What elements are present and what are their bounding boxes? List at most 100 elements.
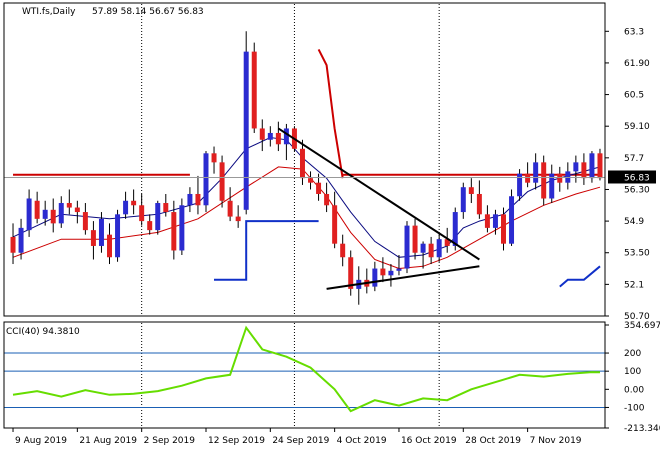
- candle-bear: [82, 212, 88, 231]
- candle-bull: [123, 200, 129, 215]
- candle-bear: [259, 128, 265, 140]
- cci-axis-label: -213.340: [624, 424, 660, 434]
- candle-bear: [476, 193, 482, 215]
- price-axis-label: 59.10: [624, 122, 650, 132]
- candle-bear: [501, 214, 506, 244]
- candle-bear: [66, 203, 72, 208]
- price-axis-label: 54.9: [624, 217, 644, 227]
- candle-bull: [509, 196, 515, 244]
- date-axis-label: 28 Oct 2019: [465, 436, 521, 446]
- candle-bear: [163, 203, 169, 213]
- candle-bear: [468, 187, 474, 194]
- cci-axis-label: 200: [624, 349, 641, 359]
- candle-bear: [348, 257, 354, 289]
- candle-bull: [179, 205, 185, 251]
- price-axis-label: 53.50: [624, 249, 650, 259]
- candle-bear: [380, 268, 386, 276]
- cci-axis-label: 354.6973: [624, 321, 660, 331]
- price-panel-frame: [3, 2, 606, 317]
- candle-bull: [243, 51, 249, 210]
- price-axis-label: 56.30: [624, 185, 650, 195]
- candle-bull: [533, 162, 539, 183]
- candle-bear: [484, 214, 490, 228]
- candle-bull: [115, 214, 121, 258]
- date-axis-label: 24 Sep 2019: [272, 436, 329, 446]
- price-axis-label: 63.3: [624, 27, 644, 37]
- candle-bull: [452, 212, 458, 246]
- chart-symbol-label: WTI.fs,Daily: [22, 7, 76, 17]
- candle-bear: [412, 225, 418, 253]
- candle-bull: [155, 203, 161, 231]
- candle-bear: [139, 205, 145, 222]
- date-axis-label: 4 Oct 2019: [337, 436, 387, 446]
- candle-bear: [275, 132, 281, 145]
- date-axis-label: 9 Aug 2019: [15, 436, 67, 446]
- candle-bull: [396, 268, 402, 271]
- candle-bear: [444, 239, 450, 246]
- triangle-trendline: [326, 265, 480, 290]
- candle-bull: [388, 270, 394, 276]
- date-axis-label: 16 Oct 2019: [401, 436, 457, 446]
- candle-bear: [211, 153, 217, 163]
- price-axis-label: 50.70: [624, 312, 650, 322]
- candle-bear: [428, 243, 434, 258]
- candle-bull: [187, 193, 193, 206]
- candle-bull: [372, 268, 378, 287]
- axes: 63.3 61.90 60.5 59.10 57.7 56.30 54.9 53.50 52.1…: [3, 2, 660, 446]
- cci-line: [12, 325, 601, 413]
- candle-bear: [10, 236, 16, 253]
- candle-bull: [203, 153, 209, 206]
- cci-axis-label: -100: [624, 403, 645, 413]
- candle-bear: [74, 207, 80, 213]
- candle-bull: [492, 214, 498, 228]
- cci-panel: [4, 323, 605, 428]
- candle-bear: [316, 182, 322, 194]
- candle-bull: [517, 173, 523, 197]
- price-axis-label: 61.90: [624, 59, 650, 69]
- last-price-tag: [608, 170, 656, 184]
- candle-bear: [525, 173, 531, 183]
- candle-bear: [50, 209, 56, 224]
- candle-bull: [267, 132, 273, 140]
- price-axis-label: 57.7: [624, 154, 644, 164]
- candle-bull: [460, 187, 466, 213]
- candle-bear: [171, 212, 177, 251]
- price-axis-label: 52.1: [624, 280, 644, 290]
- blue-stop-line: [559, 265, 601, 288]
- cci-axis-label: 100: [624, 367, 641, 377]
- candle-bull: [420, 243, 426, 253]
- candle-bull: [26, 198, 32, 231]
- last-price-label: 56.83: [624, 173, 650, 183]
- candle-bear: [34, 200, 40, 219]
- candle-bull: [18, 227, 24, 253]
- candle-bear: [251, 51, 257, 129]
- blue-stop-line: [214, 220, 319, 281]
- price-axis-label: 60.5: [624, 91, 644, 101]
- candle-bear: [90, 230, 96, 246]
- cci-axis-label: 0.00: [624, 385, 644, 395]
- candle-bear: [324, 193, 330, 206]
- candle-bear: [597, 153, 603, 179]
- candle-bull: [283, 128, 289, 145]
- ohlc-readout: 57.89 58.14 56.67 56.83: [92, 7, 204, 17]
- candle-bear: [332, 205, 338, 244]
- date-axis-label: 7 Nov 2019: [530, 436, 582, 446]
- date-axis-label: 2 Sep 2019: [144, 436, 196, 446]
- date-axis-label: 21 Aug 2019: [79, 436, 137, 446]
- candle-bear: [131, 200, 137, 206]
- candle-bear: [147, 221, 153, 231]
- candle-bull: [42, 209, 48, 219]
- candle-bear: [541, 162, 547, 199]
- candle-bear: [340, 243, 346, 258]
- candle-bear: [107, 234, 112, 258]
- candle-bull: [589, 153, 595, 179]
- candle-bear: [219, 162, 225, 201]
- candle-bull: [404, 225, 410, 269]
- candle-bull: [58, 203, 64, 224]
- candle-bear: [581, 162, 587, 179]
- candle-bull: [436, 239, 442, 258]
- candle-bear: [557, 173, 563, 183]
- price-panel: [4, 4, 605, 316]
